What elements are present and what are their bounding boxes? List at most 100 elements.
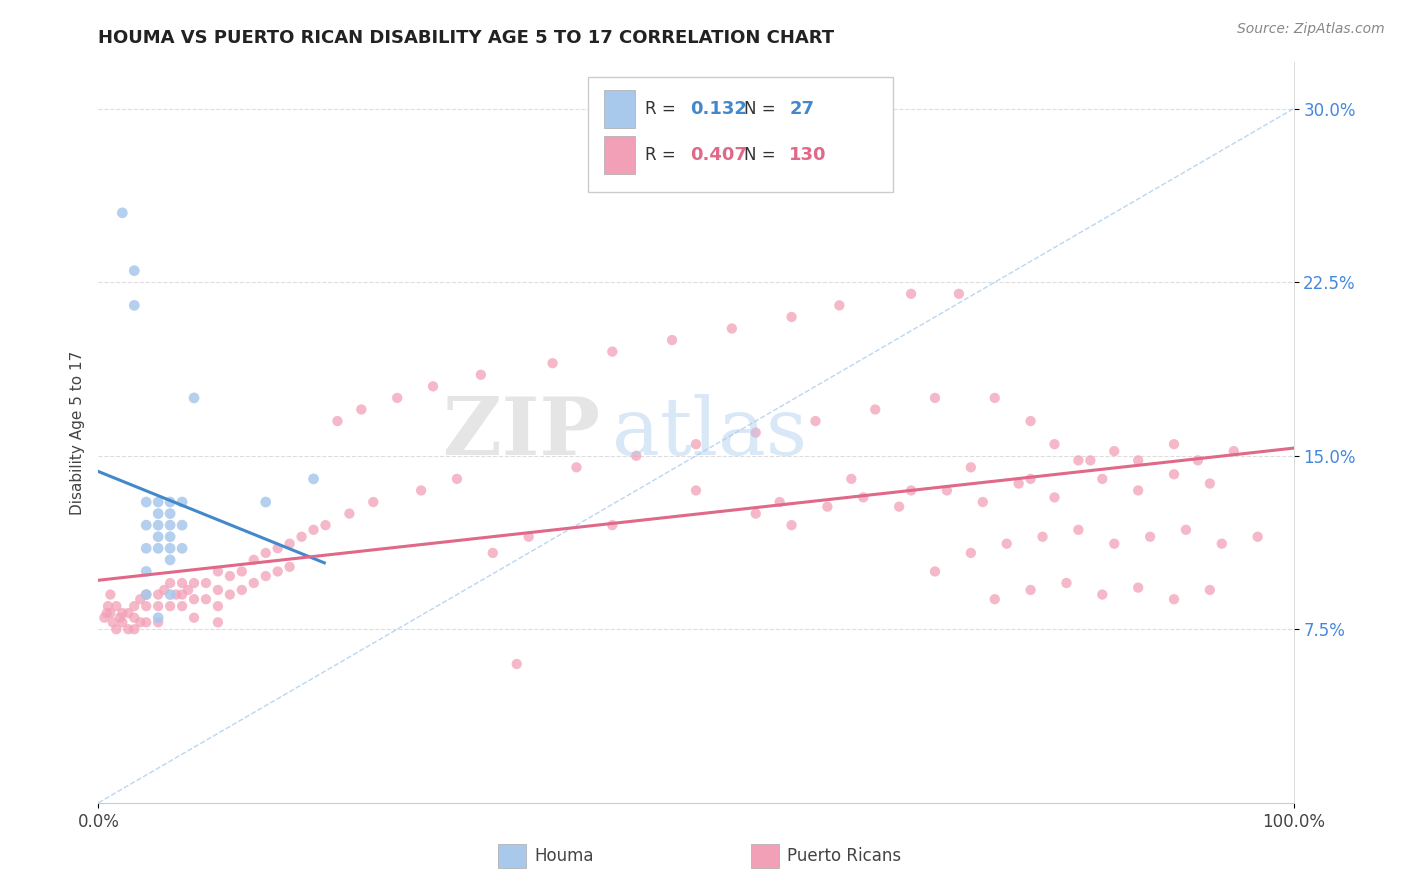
Point bbox=[148, 518, 170, 533]
Point bbox=[159, 576, 181, 591]
Point bbox=[159, 518, 181, 533]
Point bbox=[172, 495, 194, 509]
Text: Source: ZipAtlas.com: Source: ZipAtlas.com bbox=[1237, 22, 1385, 37]
Point bbox=[1104, 536, 1126, 550]
Point bbox=[1163, 437, 1185, 451]
Point bbox=[541, 356, 564, 370]
Point bbox=[108, 610, 131, 624]
Point bbox=[1019, 472, 1042, 486]
Point bbox=[183, 576, 205, 591]
Point bbox=[326, 414, 349, 428]
Point bbox=[745, 425, 768, 440]
Point bbox=[243, 553, 266, 567]
Text: N =: N = bbox=[744, 100, 780, 118]
Point bbox=[172, 599, 194, 614]
Point bbox=[1091, 588, 1114, 602]
Point bbox=[148, 507, 170, 521]
Text: R =: R = bbox=[644, 146, 681, 164]
Point bbox=[865, 402, 887, 417]
Point bbox=[207, 599, 229, 614]
Point bbox=[780, 310, 803, 324]
Point bbox=[291, 530, 314, 544]
Point bbox=[1043, 491, 1066, 505]
Point bbox=[972, 495, 994, 509]
Point bbox=[135, 518, 157, 533]
Point bbox=[124, 599, 146, 614]
FancyBboxPatch shape bbox=[605, 136, 636, 174]
Point bbox=[148, 599, 170, 614]
Point bbox=[1056, 576, 1078, 591]
Point bbox=[159, 553, 181, 567]
Point bbox=[172, 588, 194, 602]
Point bbox=[159, 530, 181, 544]
Point bbox=[153, 582, 176, 597]
Point bbox=[960, 546, 983, 560]
Point bbox=[159, 541, 181, 556]
Point bbox=[267, 565, 290, 579]
Point bbox=[1128, 483, 1150, 498]
Point bbox=[422, 379, 444, 393]
Point bbox=[900, 483, 922, 498]
Point bbox=[183, 391, 205, 405]
Point bbox=[1199, 476, 1222, 491]
Point bbox=[135, 495, 157, 509]
Point bbox=[117, 606, 139, 620]
Point bbox=[363, 495, 385, 509]
Point bbox=[1032, 530, 1054, 544]
Point bbox=[207, 565, 229, 579]
Point bbox=[148, 615, 170, 630]
Text: 130: 130 bbox=[789, 146, 827, 164]
Point bbox=[1128, 453, 1150, 467]
Point bbox=[135, 588, 157, 602]
Point bbox=[602, 518, 624, 533]
Point bbox=[159, 495, 181, 509]
Point bbox=[111, 606, 134, 620]
Point bbox=[124, 298, 146, 312]
Point bbox=[1199, 582, 1222, 597]
Point bbox=[135, 599, 157, 614]
Point bbox=[339, 507, 361, 521]
Point bbox=[565, 460, 588, 475]
Point bbox=[159, 588, 181, 602]
Text: 0.132: 0.132 bbox=[690, 100, 747, 118]
Text: Puerto Ricans: Puerto Ricans bbox=[787, 847, 901, 865]
Point bbox=[183, 592, 205, 607]
Point bbox=[105, 622, 128, 636]
Point bbox=[481, 546, 505, 560]
Point bbox=[1019, 414, 1042, 428]
Point bbox=[446, 472, 468, 486]
Point bbox=[98, 588, 122, 602]
Point bbox=[315, 518, 337, 533]
Point bbox=[124, 622, 146, 636]
Point bbox=[626, 449, 648, 463]
Point bbox=[183, 610, 205, 624]
Text: R =: R = bbox=[644, 100, 681, 118]
Point bbox=[1008, 476, 1031, 491]
Point bbox=[1043, 437, 1066, 451]
Point bbox=[984, 391, 1007, 405]
Point bbox=[254, 569, 277, 583]
Point bbox=[148, 495, 170, 509]
Point bbox=[135, 615, 157, 630]
Point bbox=[172, 541, 194, 556]
Point bbox=[470, 368, 492, 382]
Point bbox=[159, 507, 181, 521]
Point bbox=[828, 298, 851, 312]
Point bbox=[960, 460, 983, 475]
Text: N =: N = bbox=[744, 146, 780, 164]
Point bbox=[900, 286, 922, 301]
Point bbox=[148, 530, 170, 544]
Point bbox=[350, 402, 373, 417]
Point bbox=[1019, 582, 1042, 597]
Point bbox=[1091, 472, 1114, 486]
Point bbox=[1223, 444, 1246, 458]
Point bbox=[148, 610, 170, 624]
Point bbox=[936, 483, 959, 498]
Point bbox=[111, 206, 134, 220]
Point bbox=[177, 582, 200, 597]
Point bbox=[302, 523, 325, 537]
Point bbox=[804, 414, 827, 428]
Point bbox=[1211, 536, 1233, 550]
Point bbox=[1187, 453, 1209, 467]
Point bbox=[924, 565, 946, 579]
